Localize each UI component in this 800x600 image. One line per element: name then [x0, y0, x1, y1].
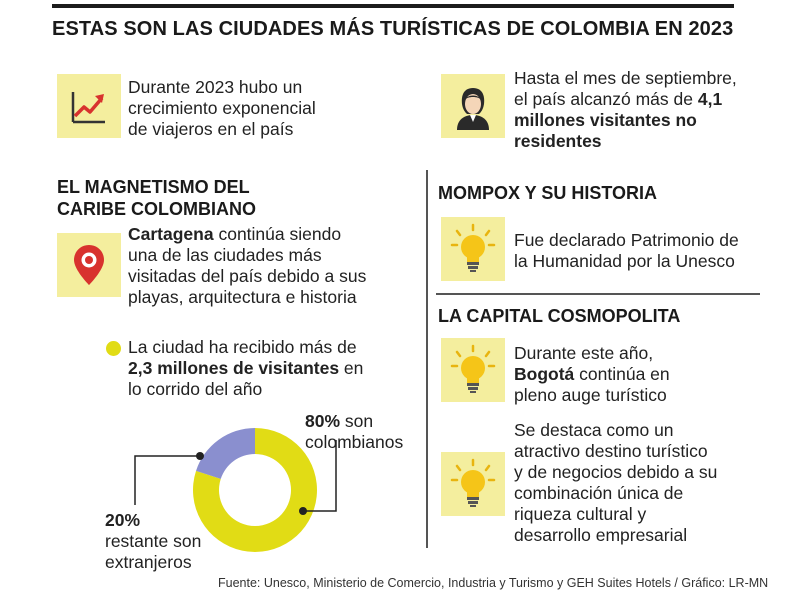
top-rule: [52, 4, 734, 8]
page-title: ESTAS SON LAS CIUDADES MÁS TURÍSTICAS DE…: [52, 18, 734, 40]
bullet-dot: [106, 341, 121, 356]
source-credit: Fuente: Unesco, Ministerio de Comercio, …: [218, 576, 769, 590]
mompox-icon-box: [441, 217, 505, 281]
mompox-heading: MOMPOX Y SU HISTORIA: [438, 183, 658, 203]
horizontal-divider: [436, 293, 760, 295]
cartagena-visits-text: La ciudad ha recibido más de 2,3 millone…: [128, 337, 364, 399]
growth-text: Durante 2023 hubo un crecimiento exponen…: [128, 77, 316, 139]
visitors-text: Hasta el mes de septiembre, el país alca…: [514, 68, 737, 151]
vertical-divider: [426, 170, 428, 548]
person-icon: [457, 88, 489, 130]
lightbulb-icon: [450, 223, 496, 272]
location-pin-icon: [74, 245, 104, 285]
business-text: Se destaca como un atractivo destino tur…: [514, 420, 718, 545]
mompox-text: Fue declarado Patrimonio de la Humanidad…: [514, 230, 739, 271]
leader-line-20: [134, 452, 204, 505]
lightbulb-icon: [450, 344, 496, 393]
cartagena-text: Cartagena continúa siendo una de las ciu…: [128, 224, 367, 307]
bogota-icon-box: [441, 338, 505, 402]
leader-line-80: [299, 440, 337, 515]
donut-slice-colombianos: [193, 428, 317, 552]
label-colombianos: 80% son colombianos: [305, 411, 404, 452]
visitors-donut-chart: [193, 428, 317, 552]
donut-slice-extranjeros: [196, 428, 255, 479]
visitors-icon-box: [441, 74, 505, 138]
growth-icon-box: [57, 74, 121, 138]
capital-heading: LA CAPITAL COSMOPOLITA: [438, 306, 681, 326]
chart-growth-icon: [71, 92, 105, 124]
business-icon-box: [441, 452, 505, 516]
lightbulb-icon: [450, 458, 496, 507]
cartagena-icon-box: [57, 233, 121, 297]
caribe-heading: EL MAGNETISMO DEL CARIBE COLOMBIANO: [57, 177, 256, 219]
label-extranjeros: 20% restante son extranjeros: [105, 510, 202, 572]
bogota-text: Durante este año, Bogotá continúa en ple…: [514, 343, 670, 405]
